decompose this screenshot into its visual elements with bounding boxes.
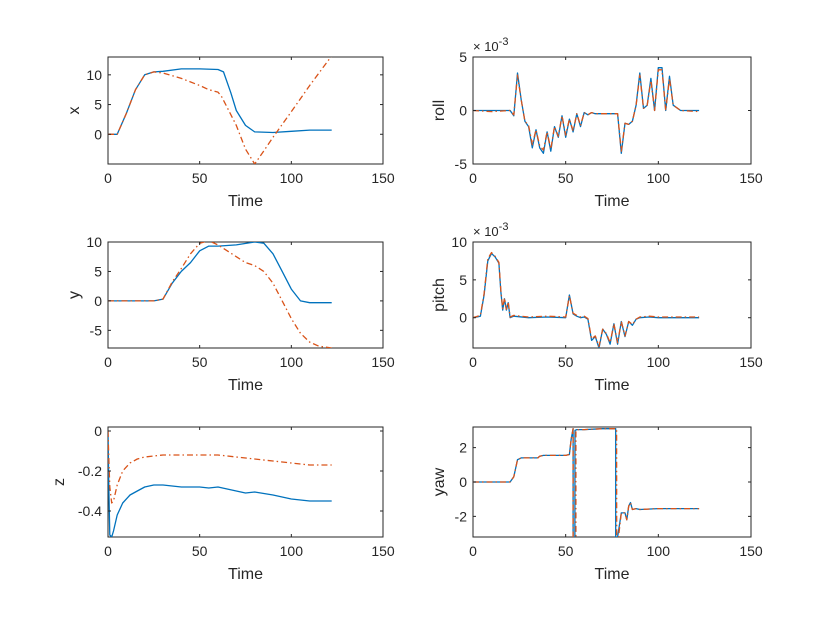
y-xtick-label: 150 <box>371 354 395 370</box>
pitch-exponent-label: × 10-3 <box>473 221 508 239</box>
z-ytick-label: 0 <box>94 423 102 439</box>
pitch-xtick-label: 100 <box>647 354 671 370</box>
x-ylabel: x <box>66 107 83 115</box>
z-xtick-label: 150 <box>371 543 395 559</box>
yaw-xtick-label: 0 <box>469 543 477 559</box>
x-ytick-label: 5 <box>94 97 102 113</box>
subplot-x: 0 50 100 150 0 5 10 Time x <box>66 56 395 210</box>
y-ylabel: y <box>66 291 83 299</box>
roll-xtick-label: 50 <box>558 170 574 186</box>
yaw-ytick-label: 0 <box>459 474 467 490</box>
roll-ytick-label: -5 <box>455 156 468 172</box>
y-ytick-label: 0 <box>94 293 102 309</box>
subplot-z: 0 50 100 150 -0.4 -0.2 0 Time z <box>51 423 395 583</box>
x-xtick-label: 0 <box>104 170 112 186</box>
yaw-ytick-label: -2 <box>455 508 468 524</box>
z-xlabel: Time <box>228 566 263 583</box>
roll-ytick-label: 0 <box>459 103 467 119</box>
yaw-xtick-label: 100 <box>647 543 671 559</box>
pitch-xtick-label: 50 <box>558 354 574 370</box>
roll-xtick-label: 0 <box>469 170 477 186</box>
roll-xlabel: Time <box>595 193 630 210</box>
z-ytick-label: -0.2 <box>78 463 102 479</box>
z-xtick-label: 50 <box>192 543 208 559</box>
x-xtick-label: 150 <box>371 170 395 186</box>
yaw-xtick-label: 50 <box>558 543 574 559</box>
y-ytick-label: 5 <box>94 263 102 279</box>
y-ytick-label: -5 <box>90 322 103 338</box>
x-xtick-label: 50 <box>192 170 208 186</box>
yaw-xtick-label: 150 <box>739 543 763 559</box>
pitch-ytick-label: 5 <box>459 272 467 288</box>
yaw-xlabel: Time <box>595 566 630 583</box>
z-xtick-label: 100 <box>280 543 304 559</box>
y-axes-frame <box>108 242 383 348</box>
x-xlabel: Time <box>228 193 263 210</box>
x-xtick-label: 100 <box>280 170 304 186</box>
yaw-ylabel: yaw <box>431 467 448 496</box>
z-axes-frame <box>108 427 383 537</box>
pitch-ytick-label: 0 <box>459 310 467 326</box>
roll-ytick-label: 5 <box>459 49 467 65</box>
y-xtick-label: 100 <box>280 354 304 370</box>
subplot-yaw: 0 50 100 150 -2 0 2 Time yaw <box>431 427 763 583</box>
z-ylabel: z <box>51 478 68 486</box>
figure-canvas: 0 50 100 1500510Timex0 50 100 150-505Timeroll×… <box>0 0 830 623</box>
pitch-ylabel: pitch <box>431 278 448 312</box>
subplot-pitch: 0 50 100 150 0 5 10 Time pitch × 10-3 <box>431 221 763 394</box>
pitch-ytick-label: 10 <box>451 234 467 250</box>
y-xlabel: Time <box>228 377 263 394</box>
roll-ylabel: roll <box>431 100 448 121</box>
roll-xtick-label: 150 <box>739 170 763 186</box>
roll-xtick-label: 100 <box>647 170 671 186</box>
z-ytick-label: -0.4 <box>78 503 102 519</box>
y-xtick-label: 50 <box>192 354 208 370</box>
yaw-ytick-label: 2 <box>459 440 467 456</box>
pitch-xtick-label: 0 <box>469 354 477 370</box>
x-ytick-label: 0 <box>94 126 102 142</box>
z-xtick-label: 0 <box>104 543 112 559</box>
y-xtick-label: 0 <box>104 354 112 370</box>
roll-exponent-label: × 10-3 <box>473 36 508 54</box>
yaw-axes-frame <box>473 427 751 537</box>
pitch-xtick-label: 150 <box>739 354 763 370</box>
y-ytick-label: 10 <box>86 234 102 250</box>
pitch-xlabel: Time <box>595 377 630 394</box>
x-ytick-label: 10 <box>86 67 102 83</box>
